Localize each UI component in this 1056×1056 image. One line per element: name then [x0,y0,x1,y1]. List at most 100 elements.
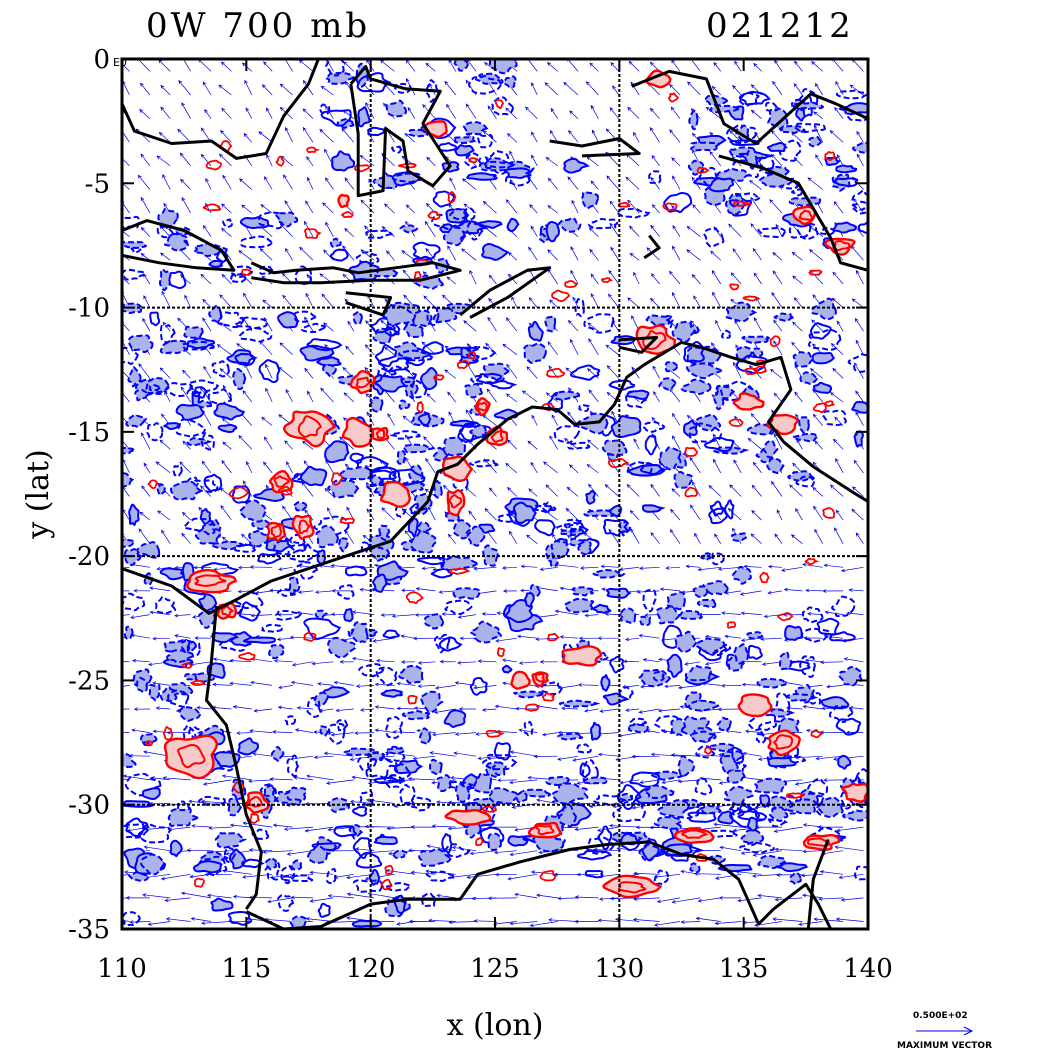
wind-vector [461,248,477,261]
positive-contour [228,486,250,500]
negative-contour [276,588,297,597]
wind-vector [421,341,436,356]
negative-contour [167,808,201,827]
wind-vector [184,294,191,308]
negative-contour [670,717,686,737]
wind-vector [290,895,314,900]
wind-vector [732,248,742,261]
wind-vector [545,157,558,167]
wind-vector [168,826,191,832]
coastline-segment [122,340,868,615]
negative-contour [336,719,349,732]
wind-vector [819,660,844,665]
positive-contour [384,864,394,875]
positive-contour [546,633,561,642]
wind-vector [426,156,436,167]
wind-vector [709,150,722,167]
negative-contour [506,217,520,233]
positive-contour [496,647,506,658]
coastline-segment [245,840,833,929]
positive-contour [397,162,417,169]
negative-contour [491,96,515,116]
wind-vector [547,205,558,214]
negative-contour [677,609,703,620]
negative-contour [407,517,419,538]
negative-contour [398,399,411,411]
negative-contour [357,106,371,128]
wind-vector [283,174,293,190]
wind-vector [384,346,395,356]
wind-vector [140,226,151,237]
wind-vector [588,389,599,403]
wind-vector [289,635,314,640]
negative-contour [540,681,564,696]
wind-vector [546,61,558,72]
wind-vector [506,363,518,379]
positive-contour [607,457,630,469]
wind-vector [525,106,538,119]
positive-contour [823,400,835,407]
wind-vector [200,921,232,925]
negative-contour [198,593,218,613]
negative-contour [708,177,735,193]
wind-vector [588,227,599,237]
wind-vector [547,268,558,285]
negative-anomaly-fill [122,59,868,929]
wind-vector [249,565,273,569]
wind-vector [159,367,171,379]
wind-vector [482,200,497,214]
wind-vector [571,199,579,214]
wind-vector [800,873,823,878]
negative-contour [198,855,228,877]
negative-contour [692,585,709,598]
wind-vector [650,752,681,757]
wind-vector [400,634,415,639]
wind-vector [717,707,742,712]
wind-vector [728,223,742,237]
negative-contour [306,338,343,352]
negative-contour [756,677,789,689]
negative-contour [429,758,443,776]
wind-vector [497,778,517,783]
wind-vector [507,486,518,497]
negative-contour [125,817,149,838]
coastline-segment [459,266,552,319]
wind-vector [221,203,232,214]
wind-vector [138,528,151,544]
negative-contour [393,894,407,915]
positive-contour [413,270,422,281]
wind-vector [804,658,823,663]
negative-contour [809,692,822,705]
negative-contour [643,784,675,800]
y-axis-label: y (lat) [21,449,56,539]
negative-contour [581,776,608,785]
wind-vector [767,564,783,569]
negative-contour [343,608,354,623]
negative-contour [725,301,758,323]
wind-vector [374,705,395,710]
negative-contour [123,625,134,640]
wind-vector [835,458,844,474]
y-tick-label: -25 [68,666,110,696]
wind-vector [636,590,660,594]
wind-vector [366,411,375,426]
wind-vector [238,434,253,450]
wind-vector [436,893,456,899]
wind-vector [218,153,232,167]
positive-contour [475,837,485,847]
negative-contour [465,525,486,547]
wind-vector [730,272,742,285]
wind-vector [631,754,660,759]
negative-contour [141,787,161,801]
wind-vector [359,587,375,592]
wind-vector [463,320,477,332]
positive-contour [539,869,557,882]
negative-contour [507,835,529,847]
negative-contour [339,466,374,481]
negative-contour [192,386,209,399]
coastline-segment [345,291,393,317]
wind-vector [122,566,130,569]
wind-vector [851,486,864,497]
wind-vector [258,131,273,143]
wind-vector [740,850,762,855]
